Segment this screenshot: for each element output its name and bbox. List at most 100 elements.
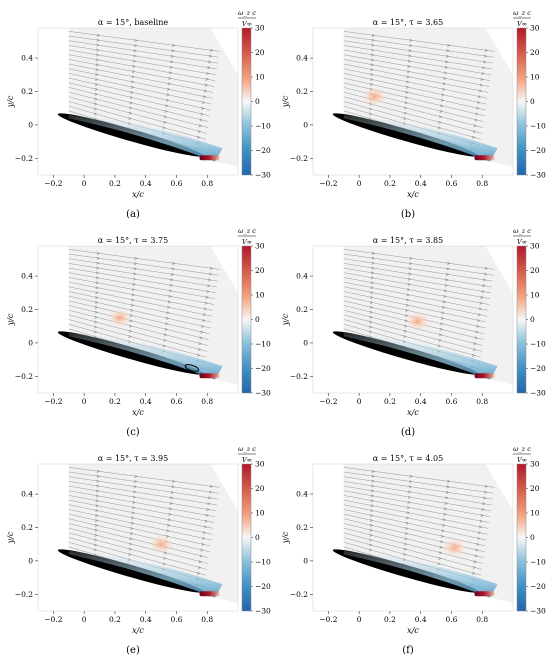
streamline (68, 504, 213, 535)
streamline (343, 537, 482, 576)
streamline-arrow (476, 324, 480, 328)
streamline (68, 291, 212, 323)
streamline (343, 319, 482, 358)
streamline-arrow (170, 272, 175, 276)
shear-layer (343, 332, 498, 380)
colorbar (241, 27, 252, 176)
streamline-arrow (370, 291, 374, 295)
streamline-arrow (165, 316, 170, 320)
streamline-arrow (408, 267, 412, 271)
streamline-arrow (96, 266, 100, 270)
streamline-arrow (408, 490, 412, 494)
streamline (343, 286, 488, 317)
streamline (343, 101, 482, 140)
colorbar-tick-label: 10 (530, 509, 540, 518)
streamline-arrow (475, 330, 479, 334)
streamline-arrow (133, 267, 137, 271)
streamline-arrow (94, 305, 99, 309)
streamline-arrow (473, 342, 478, 346)
streamline-arrow (132, 506, 136, 510)
streamline-arrow (131, 516, 135, 520)
streamline-arrow (199, 336, 203, 340)
streamline (68, 471, 219, 494)
streamline-arrow (96, 251, 101, 255)
streamline-arrow (169, 501, 173, 505)
streamline-arrow (170, 54, 175, 58)
streamline (68, 527, 208, 564)
streamline-arrow (444, 71, 448, 75)
streamline-arrow (438, 333, 443, 337)
colorbar-label-denominator: V∞ (242, 20, 252, 28)
streamline-arrow (406, 80, 410, 84)
streamline-arrow (162, 562, 166, 566)
streamline-arrow (202, 319, 206, 323)
streamline-arrow (202, 313, 207, 317)
streamline (343, 77, 486, 111)
streamline (343, 45, 492, 70)
streamline-arrow (369, 320, 373, 324)
streamline-arrow (440, 98, 445, 102)
x-tick-label: 0.6 (170, 179, 182, 188)
panel-title: α = 15°, τ = 3.95 (98, 454, 168, 463)
streamline-arrow (471, 135, 476, 139)
streamline-arrow (474, 554, 478, 558)
streamline-arrow (169, 507, 173, 511)
chart-panel: −0.2 0 0.2 0.4 0.6 0.8 0.4 0.2 0 −0.2 x/c y/c α = 15… (281, 9, 546, 220)
streamline-arrow (168, 294, 172, 298)
streamline-arrow (472, 566, 477, 570)
colorbar-tick-label: −30 (530, 389, 546, 398)
streamline-arrow (475, 548, 479, 552)
streamline-arrow (129, 324, 133, 328)
streamline-arrow (134, 480, 138, 484)
streamline-arrow (209, 266, 214, 270)
streamline (68, 49, 216, 76)
streamline-arrow (407, 500, 411, 504)
streamline-arrow (441, 93, 445, 97)
colorbar-tick-label: −30 (530, 607, 546, 616)
x-tick-label: 0 (357, 397, 362, 406)
airfoil (332, 331, 478, 375)
streamline-arrow (473, 124, 478, 128)
streamline-arrow (94, 315, 98, 319)
streamline-arrow (197, 130, 202, 134)
streamline-arrow (369, 107, 373, 111)
streamline-arrow (371, 266, 375, 270)
streamline-arrow (483, 496, 487, 500)
streamline (343, 314, 482, 352)
x-tick-label: 0.4 (415, 615, 427, 624)
streamline-arrow (197, 348, 202, 352)
streamline-arrow (208, 60, 212, 64)
streamline-arrow (96, 484, 100, 488)
streamline-arrow (209, 484, 214, 488)
streamline-arrow (208, 278, 212, 282)
x-tick-label: 0.6 (170, 615, 182, 624)
streamline-arrow (403, 553, 407, 556)
streamline (68, 272, 216, 299)
streamline-arrow (408, 49, 412, 53)
streamline-arrow (472, 130, 477, 134)
airfoil (57, 549, 203, 593)
streamline (343, 31, 495, 52)
streamline-arrow (405, 526, 409, 530)
streamline (343, 504, 488, 535)
streamline-arrow (369, 325, 373, 329)
streamline-arrow (480, 77, 484, 81)
y-tick-label: 0.2 (296, 523, 308, 532)
y-tick-label: 0.4 (296, 490, 308, 499)
streamline (343, 485, 491, 512)
shear-layer (343, 550, 498, 598)
streamline-arrow (94, 325, 98, 329)
y-tick-label: 0.4 (21, 272, 33, 281)
streamline-arrow (203, 307, 208, 311)
streamline-arrow (131, 293, 135, 297)
panel-label: (c) (126, 427, 140, 438)
streamline-arrow (371, 43, 375, 47)
colorbar (516, 27, 527, 176)
streamline-arrow (166, 529, 170, 533)
streamline (68, 68, 213, 99)
streamline-arrow (371, 251, 376, 255)
streamline-arrow (407, 277, 412, 281)
streamline-arrow (407, 70, 411, 74)
streamline (68, 295, 211, 329)
streamline-arrow (371, 53, 375, 57)
